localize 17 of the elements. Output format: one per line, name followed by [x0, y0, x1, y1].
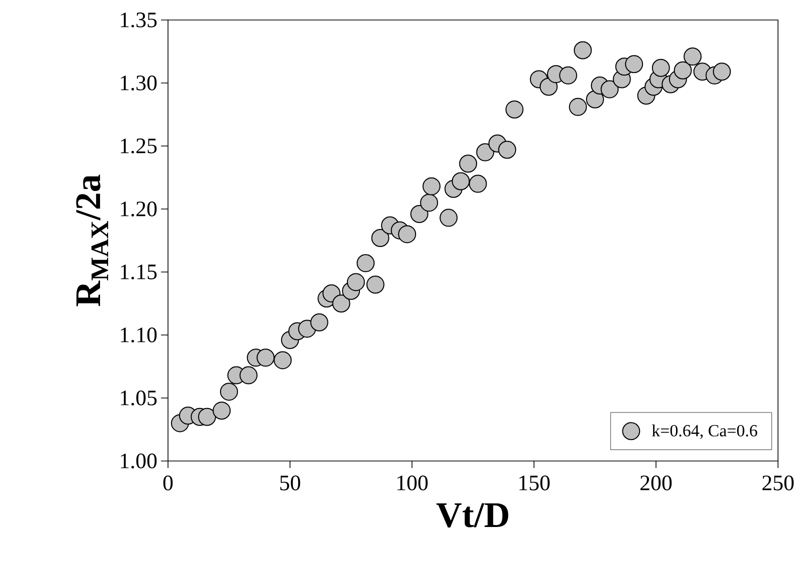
- y-tick-label: 1.10: [120, 328, 157, 342]
- y-tick-label: 1.25: [120, 138, 157, 154]
- x-tick-label: 100: [397, 476, 428, 490]
- x-tick-label: 0: [163, 476, 173, 490]
- x-tick-label: 200: [640, 476, 672, 490]
- y-tick-label: 1.35: [120, 12, 157, 28]
- x-tick-label: 250: [762, 476, 794, 490]
- x-tick-label: 50: [280, 476, 300, 490]
- y-tick-label: 1.30: [120, 76, 157, 90]
- x-axis-title: Vt/D: [436, 503, 508, 528]
- y-tick-label: 1.15: [120, 264, 157, 280]
- y-tick-label: 1.05: [120, 390, 157, 406]
- y-axis-title: R$_{MAX}$/2a: [76, 174, 108, 306]
- y-tick-label: 1.00: [120, 454, 157, 468]
- legend-label: k=0.64, Ca=0.6: [652, 424, 758, 439]
- x-tick-label: 150: [519, 476, 550, 490]
- y-tick-label: 1.20: [120, 202, 157, 216]
